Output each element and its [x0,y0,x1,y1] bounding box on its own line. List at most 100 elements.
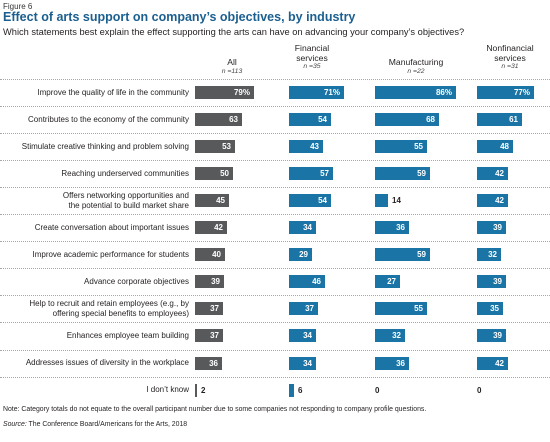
bar [477,113,522,126]
category-label: Advance corporate objectives [84,277,189,287]
category-label: Create conversation about important issu… [35,223,189,233]
data-label: 36 [396,223,405,232]
bar [289,248,312,261]
data-label: 39 [493,223,502,232]
column-header-line: services [494,52,526,63]
column-header-1: Financial services n =35 [267,43,357,71]
bar [375,302,427,315]
data-label: 14 [392,196,401,205]
category-label: Addresses issues of diversity in the wor… [26,358,189,368]
category-label-line: Enhances employee team building [66,331,189,341]
category-label: Reaching underserved communities [61,169,189,179]
category-label-line: Addresses issues of diversity in the wor… [25,358,189,368]
bar [375,140,427,153]
data-label: 36 [396,359,405,368]
category-label-line: Create conversation about important issu… [34,223,189,233]
bar [375,221,409,234]
bar [477,248,501,261]
bar [195,275,224,288]
bar [289,302,318,315]
row-separator [0,106,550,107]
bar [195,329,223,342]
row-separator [0,187,550,188]
data-label: 34 [303,331,312,340]
data-label: 37 [305,304,314,313]
data-label: 37 [210,331,219,340]
data-label: 59 [417,250,426,259]
bar [289,194,331,207]
chart-title: Effect of arts support on company’s obje… [3,10,356,24]
bar [195,248,225,261]
row-separator [0,377,550,378]
bar [375,248,430,261]
bar [375,329,405,342]
bar [477,357,508,370]
data-label: 40 [212,250,221,259]
category-label-line: Contributes to the economy of the commun… [28,114,189,124]
data-label: 37 [210,304,219,313]
data-label: 68 [426,115,435,124]
data-label: 32 [488,250,497,259]
category-label: Stimulate creative thinking and problem … [22,142,189,152]
bar [289,221,316,234]
bar [195,221,227,234]
data-label: 50 [220,169,229,178]
category-label: Enhances employee team building [67,331,189,341]
category-label: Offers networking opportunities and the p… [63,191,189,210]
bar [195,384,197,397]
column-header-0: All n =113 [187,57,277,76]
category-label-line: Improve academic performance for student… [32,250,189,260]
category-label-line: Reaching underserved communities [61,168,189,178]
bar [477,194,508,207]
row-separator [0,322,550,323]
source-label: Source: [3,421,27,428]
bar [289,329,316,342]
column-header-line: Manufacturing [388,57,444,67]
data-label: 39 [493,331,502,340]
category-label-line: I don’t know [146,385,189,395]
data-label: 34 [303,223,312,232]
data-label: 77% [513,88,530,97]
bar [289,86,344,99]
bar [289,275,325,288]
data-label: 59 [417,169,426,178]
column-header-3: Nonfinancial services n =31 [465,43,550,71]
row-separator [0,133,550,134]
bar [195,167,233,180]
data-label: 55 [414,304,423,313]
data-label: 63 [229,115,238,124]
category-label-line: Advance corporate objectives [84,277,189,287]
bar [195,194,229,207]
row-separator [0,241,550,242]
row-separator [0,160,550,161]
data-label: 48 [500,142,509,151]
data-label: 0 [477,386,482,395]
bar [195,86,254,99]
data-label: 0 [375,386,380,395]
bar [289,384,294,397]
category-label-line: the potential to build market share [68,200,189,210]
data-label: 32 [392,331,401,340]
column-sample-size: n =35 [303,63,321,70]
row-separator [0,268,550,269]
category-label-line: Offers networking opportunities and [62,191,189,201]
bar [375,167,430,180]
category-label: Contributes to the economy of the commun… [28,115,189,125]
row-separator [0,350,550,351]
data-label: 39 [211,277,220,286]
data-label: 86% [435,88,452,97]
source-text: The Conference Board/Americans for the A… [28,421,188,428]
data-label: 27 [387,277,396,286]
category-label-line: Stimulate creative thinking and problem … [21,141,189,151]
row-separator [0,214,550,215]
data-label: 36 [209,359,218,368]
bar [375,357,409,370]
bar [375,113,439,126]
category-label-line: offering special benefits to employees) [52,308,189,318]
category-label: Improve academic performance for student… [32,250,189,260]
bar [195,140,235,153]
category-label-line: Improve the quality of life in the commu… [37,87,189,97]
bar [375,86,456,99]
bar [289,357,316,370]
data-label: 54 [318,196,327,205]
